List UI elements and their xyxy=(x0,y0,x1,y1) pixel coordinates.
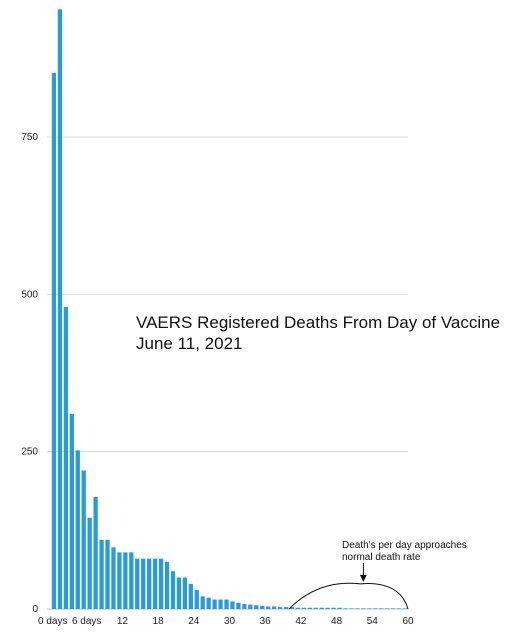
bar xyxy=(147,558,152,609)
bar xyxy=(337,607,342,609)
bar xyxy=(69,413,74,609)
bar xyxy=(164,561,170,609)
bar xyxy=(224,599,229,609)
bar xyxy=(141,558,146,609)
chart-subtitle: June 11, 2021 xyxy=(136,334,243,353)
bar xyxy=(248,604,253,609)
x-tick-label: 18 xyxy=(153,616,165,627)
x-tick-label: 6 days xyxy=(72,616,101,627)
bar xyxy=(158,558,164,609)
bar xyxy=(129,552,134,609)
bar xyxy=(123,552,128,609)
y-tick-label: 750 xyxy=(21,132,38,143)
bar xyxy=(105,539,110,609)
bar xyxy=(218,599,223,609)
x-tick-label: 48 xyxy=(331,616,343,627)
bar xyxy=(63,306,69,609)
bar xyxy=(51,72,57,609)
bar xyxy=(87,517,92,609)
bar xyxy=(373,608,378,609)
x-tick-label: 42 xyxy=(295,616,307,627)
bar xyxy=(390,608,396,609)
y-tick-label: 500 xyxy=(21,289,38,300)
x-tick-label: 12 xyxy=(117,616,129,627)
x-tick-label: 36 xyxy=(260,616,272,627)
bar xyxy=(117,552,122,609)
x-tick-label: 0 days xyxy=(38,616,67,627)
bar xyxy=(355,608,360,609)
bar xyxy=(319,607,324,609)
bar xyxy=(242,603,247,609)
bar xyxy=(254,605,259,609)
y-tick-label: 250 xyxy=(21,447,38,458)
bar xyxy=(271,606,277,609)
bar xyxy=(194,590,199,609)
bar xyxy=(295,607,301,609)
bar xyxy=(57,9,63,609)
bar xyxy=(152,558,158,609)
annotation-text: normal death rate xyxy=(342,552,421,563)
chart-title-block: VAERS Registered Deaths From Day of Vacc… xyxy=(136,312,500,354)
bar xyxy=(402,608,408,609)
bar xyxy=(379,608,384,609)
bar xyxy=(385,608,390,609)
bar xyxy=(81,470,86,609)
bar xyxy=(93,496,98,609)
bar xyxy=(182,577,188,609)
annotation-arrowhead xyxy=(359,574,367,582)
bar xyxy=(349,608,354,609)
bar xyxy=(176,577,182,609)
bar xyxy=(289,607,295,609)
gridlines xyxy=(47,136,408,610)
bar xyxy=(170,571,176,609)
x-tick-label: 30 xyxy=(224,616,236,627)
annotation-curve xyxy=(288,582,409,610)
bar xyxy=(301,607,307,609)
bar xyxy=(367,608,372,609)
bar xyxy=(361,608,366,609)
bar xyxy=(396,608,402,609)
bar xyxy=(236,602,241,609)
bar xyxy=(212,599,217,609)
bar xyxy=(325,607,330,609)
bar xyxy=(313,607,318,609)
bar xyxy=(260,605,265,609)
bar xyxy=(343,608,348,609)
bar xyxy=(266,606,271,609)
bar xyxy=(230,601,235,609)
bar xyxy=(283,607,289,609)
bar xyxy=(277,607,283,609)
annotation-text: Death's per day approaches xyxy=(342,540,467,551)
x-tick-label: 54 xyxy=(367,616,379,627)
bar-series xyxy=(51,9,408,609)
bar xyxy=(111,547,116,609)
bar xyxy=(75,450,80,609)
y-tick-label: 0 xyxy=(32,604,38,615)
x-axis: 0 days 6 days 12 18 24 30 36 42 48 54 60 xyxy=(38,616,414,627)
x-tick-label: 24 xyxy=(188,616,200,627)
bar xyxy=(188,583,193,609)
bar xyxy=(99,539,104,609)
bar xyxy=(331,607,336,609)
bar xyxy=(200,596,205,609)
bar xyxy=(206,597,211,609)
chart-title: VAERS Registered Deaths From Day of Vacc… xyxy=(136,313,501,332)
x-tick-label: 60 xyxy=(402,616,414,627)
bar xyxy=(135,558,140,609)
y-axis: 0 250 500 750 xyxy=(21,132,38,615)
bar xyxy=(307,607,312,609)
